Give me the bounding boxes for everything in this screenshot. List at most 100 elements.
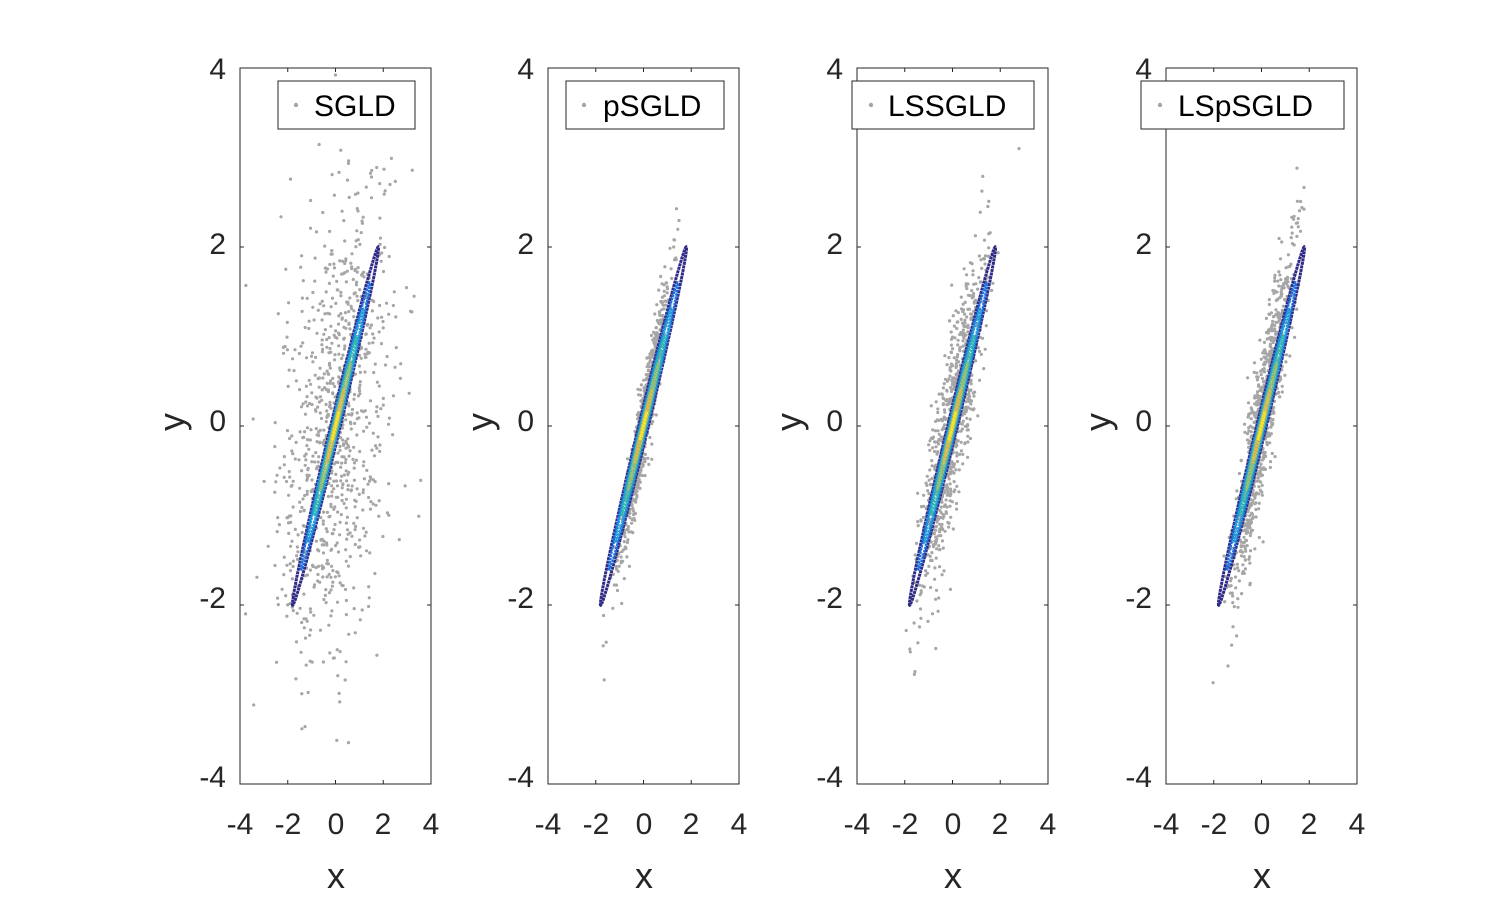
scatter-point: [358, 392, 362, 396]
scatter-point: [1284, 353, 1289, 357]
legend: pSGLD: [565, 80, 725, 130]
scatter-point: [947, 521, 951, 525]
scatter-point: [929, 404, 933, 408]
scatter-point: [356, 209, 360, 213]
scatter-point: [362, 275, 366, 279]
contour-line: [947, 410, 958, 444]
scatter-point: [317, 455, 321, 459]
scatter-point: [641, 464, 645, 468]
scatter-point: [1262, 355, 1266, 359]
scatter-point: [327, 363, 332, 367]
scatter-point: [352, 392, 357, 397]
scatter-point: [987, 199, 991, 203]
scatter-point: [339, 294, 343, 298]
scatter-point: [924, 573, 928, 578]
scatter-point: [629, 530, 634, 534]
y-tick-label: 0: [826, 405, 843, 438]
scatter-point: [941, 402, 946, 406]
scatter-point: [624, 546, 628, 551]
scatter-point: [300, 727, 304, 731]
scatter-point: [276, 312, 280, 316]
scatter-point: [333, 384, 337, 389]
scatter-point: [974, 298, 978, 302]
scatter-point: [288, 475, 292, 479]
scatter-point: [1288, 354, 1292, 358]
scatter-point: [392, 290, 396, 294]
scatter-point: [1236, 566, 1240, 570]
scatter-point: [352, 292, 356, 296]
scatter-point: [1274, 308, 1278, 312]
scatter-point: [648, 435, 652, 440]
scatter-point: [937, 544, 941, 548]
scatter-point: [322, 543, 326, 547]
scatter-point: [943, 410, 947, 414]
scatter-point: [927, 564, 931, 569]
scatter-point: [977, 349, 982, 353]
scatter-point: [339, 312, 343, 316]
scatter-point: [963, 300, 967, 304]
scatter-point: [339, 465, 343, 469]
scatter-point: [273, 563, 277, 568]
scatter-point: [966, 455, 970, 459]
scatter-point: [1263, 351, 1268, 355]
scatter-point: [952, 480, 956, 484]
scatter-point: [324, 270, 328, 274]
scatter-point: [321, 660, 325, 664]
scatter-point: [611, 606, 615, 610]
scatter-point: [951, 387, 956, 391]
scatter-point: [334, 479, 339, 483]
scatter-point: [352, 461, 357, 465]
scatter-point: [1273, 455, 1277, 459]
scatter-point: [363, 370, 367, 374]
scatter-point: [1243, 567, 1247, 571]
scatter-point: [1259, 357, 1263, 361]
scatter-point: [403, 484, 407, 488]
scatter-point: [979, 352, 983, 356]
scatter-point: [1259, 474, 1263, 478]
contour-line: [1256, 410, 1267, 444]
scatter-point: [647, 462, 651, 466]
scatter-point: [332, 479, 336, 483]
scatter-point: [321, 522, 325, 526]
scatter-point: [297, 458, 301, 462]
scatter-point: [282, 573, 286, 577]
scatter-point: [305, 444, 309, 448]
scatter-point: [325, 530, 329, 534]
scatter-point: [375, 165, 379, 170]
scatter-point: [659, 299, 663, 304]
scatter-point: [668, 246, 672, 250]
scatter-point: [669, 267, 673, 271]
scatter-point: [328, 229, 332, 233]
scatter-point: [363, 409, 367, 413]
scatter-point: [337, 314, 341, 318]
scatter-point: [335, 648, 339, 652]
scatter-point: [274, 480, 278, 484]
scatter-point: [977, 276, 981, 280]
scatter-point: [1286, 284, 1290, 288]
scatter-point: [350, 484, 354, 488]
scatter-point: [322, 428, 326, 432]
x-tick-labels: -4 -2 0 2 4: [844, 808, 1057, 841]
scatter-point: [1281, 304, 1286, 308]
scatter-point: [1232, 605, 1236, 609]
scatter-point: [982, 238, 987, 242]
scatter-point: [934, 445, 938, 449]
scatter-point: [329, 305, 333, 309]
scatter-point: [352, 397, 356, 401]
scatter-point: [318, 428, 322, 432]
scatter-point: [329, 505, 333, 509]
y-tick-labels: -4 -2 0 2 4: [507, 53, 534, 794]
scatter-point: [336, 460, 340, 465]
scatter-point: [300, 309, 304, 313]
scatter-point: [372, 454, 377, 458]
scatter-point: [984, 309, 989, 313]
scatter-point: [251, 417, 255, 421]
scatter-point: [1258, 403, 1262, 407]
scatter-point: [355, 207, 359, 211]
scatter-point: [381, 534, 385, 539]
scatter-point: [381, 326, 385, 330]
scatter-point: [294, 379, 298, 383]
scatter-point: [663, 299, 667, 303]
scatter-point: [638, 388, 643, 392]
scatter-point: [986, 254, 991, 258]
